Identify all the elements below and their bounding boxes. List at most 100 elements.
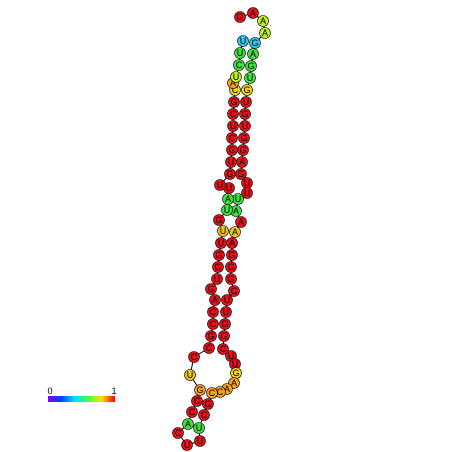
nucleotide [238,132,250,144]
nucleotide [249,37,261,49]
nucleotide [229,226,241,238]
nucleotide [213,214,225,226]
nucleotide [230,71,242,83]
nucleotide-label: U [230,121,237,131]
nucleotide-label: A [212,295,218,305]
nucleotide [227,120,239,132]
nucleotide-label: U [220,226,227,236]
nucleotide-label: C [230,109,237,119]
nucleotide [233,59,245,71]
nucleotide [206,387,218,399]
nucleotide-label: A [185,419,191,429]
nucleotide [188,351,200,363]
nucleotide-label: G [228,145,235,155]
nucleotide [202,398,214,410]
nucleotide [228,285,240,297]
nucleotide [184,369,196,381]
nucleotide-label: G [227,262,234,272]
nucleotide [227,108,239,120]
nucleotide [226,144,238,156]
nucleotide [205,283,217,295]
nucleotide-label: A [231,378,237,388]
nucleotide-label: U [184,440,191,450]
nucleotide [247,48,259,60]
nucleotide [226,132,238,144]
color-scale [48,396,115,402]
nucleotide-label: A [260,16,266,26]
nucleotide [211,273,223,285]
nucleotide [194,435,206,447]
nucleotide-label: C [191,352,198,362]
nucleotide-label: A [225,194,231,204]
nucleotide-label: U [187,370,194,380]
nucleotide-label: G [240,133,247,143]
nucleotide-label: G [214,262,221,272]
nucleotide-label: G [215,215,222,225]
nucleotide-label: U [242,121,249,131]
nucleotide [214,179,226,191]
nucleotide-label: U [244,178,251,188]
nucleotide-label: G [247,61,254,71]
nucleotide-label: G [241,109,248,119]
nucleotide [225,156,237,168]
nucleotide-label: U [218,238,225,248]
nucleotide-label: G [215,250,222,260]
nucleotide-label: C [231,286,238,296]
nucleotide-label: G [230,97,237,107]
nucleotide [247,7,259,19]
nucleotide [241,187,253,199]
nucleotide-label: G [204,399,211,409]
nucleotide-label: G [196,385,203,395]
nucleotide-label: G [228,250,235,260]
nucleotide [235,216,247,228]
nucleotide-label: A [238,217,244,227]
nucleotide-label: A [250,49,256,59]
nucleotide [221,294,233,306]
nucleotide [181,439,193,451]
nucleotide-label: A [232,227,238,237]
nucleotide-label: G [251,38,258,48]
nucleotide [207,318,219,330]
nucleotide [228,96,240,108]
nucleotide-label: C [220,344,227,354]
nucleotide-label: G [220,331,227,341]
nucleotide-label: C [175,428,182,438]
nucleotide-label: A [230,78,236,88]
scale-min: 0 [47,386,52,396]
nucleotide-label: A [229,238,235,248]
nucleotide [194,384,206,396]
nucleotide-label: C [236,60,243,70]
nucleotide-label: A [233,206,239,216]
nucleotide [186,406,198,418]
nucleotide [203,342,215,354]
nucleotide-label: U [223,307,230,317]
nucleotide-label: G [207,284,214,294]
nucleotide-label: U [235,194,242,204]
nucleotide-label: U [243,97,250,107]
nucleotide [219,318,231,330]
nucleotide [259,27,271,39]
nucleotide-label: G [227,274,234,284]
nucleotide-label: U [197,436,204,446]
nucleotide-label: G [236,12,243,22]
nucleotide [239,120,251,132]
nucleotide-label: C [217,387,224,397]
nucleotide [257,15,269,27]
nucleotide [182,418,194,430]
nucleotide-label: G [207,331,214,341]
nucleotide-label: U [228,351,235,361]
nucleotide-label: G [239,145,246,155]
nucleotide-label: C [229,133,236,143]
nucleotide [217,343,229,355]
nucleotide-label: C [189,407,196,417]
scale-max: 1 [111,386,116,396]
nucleotide [241,84,253,96]
nucleotide [240,96,252,108]
nucleotide-label: U [244,188,251,198]
nucleotide [217,225,229,237]
nucleotide-label: U [240,36,247,46]
nucleotide [193,422,205,434]
nucleotide-label: A [250,8,256,18]
nucleotide-label: G [232,368,239,378]
